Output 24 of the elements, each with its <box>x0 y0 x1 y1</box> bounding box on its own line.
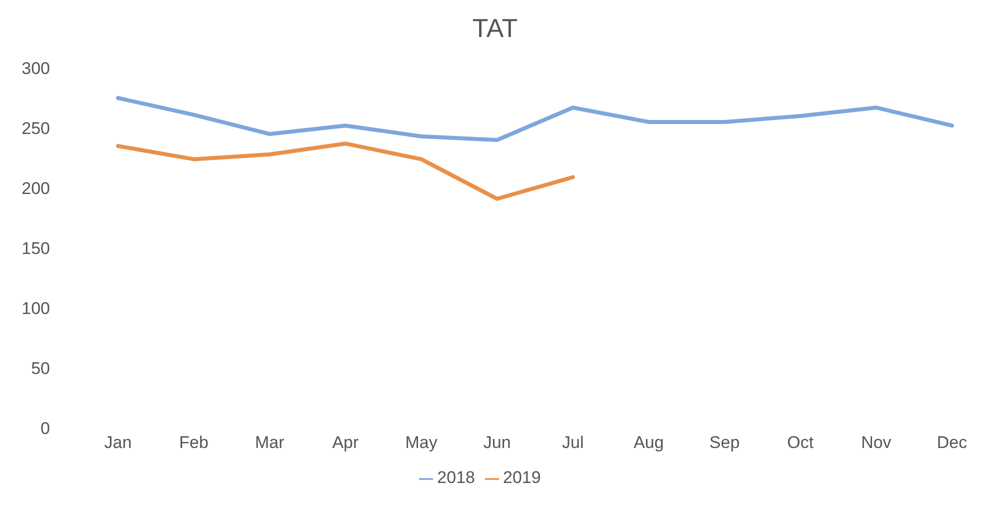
y-tick-label: 150 <box>22 239 50 258</box>
x-tick-label: Mar <box>254 433 285 452</box>
x-tick-label: Aug <box>634 433 664 452</box>
y-tick-label: 0 <box>40 419 50 438</box>
line-series <box>116 142 575 201</box>
legend-label: 2019 <box>503 468 541 487</box>
y-tick-label: 50 <box>31 359 50 378</box>
legend-label: 2018 <box>437 468 475 487</box>
y-tick-label: 250 <box>22 119 50 138</box>
x-tick-label: Feb <box>179 433 208 452</box>
x-tick-label: Nov <box>861 433 892 452</box>
y-tick-label: 100 <box>22 299 50 318</box>
chart-title: TAT <box>471 12 519 45</box>
x-tick-label: May <box>405 433 438 452</box>
x-tick-label: Oct <box>787 433 814 452</box>
x-tick-label: Jan <box>104 433 132 452</box>
x-tick-label: Jun <box>483 433 511 452</box>
y-tick-label: 300 <box>22 59 50 78</box>
y-tick-label: 200 <box>22 179 50 198</box>
line-series <box>116 96 954 142</box>
x-tick-label: Dec <box>936 433 968 452</box>
x-tick-label: Apr <box>332 433 360 452</box>
x-tick-label: Jul <box>562 433 584 452</box>
x-tick-label: Sep <box>709 433 740 452</box>
